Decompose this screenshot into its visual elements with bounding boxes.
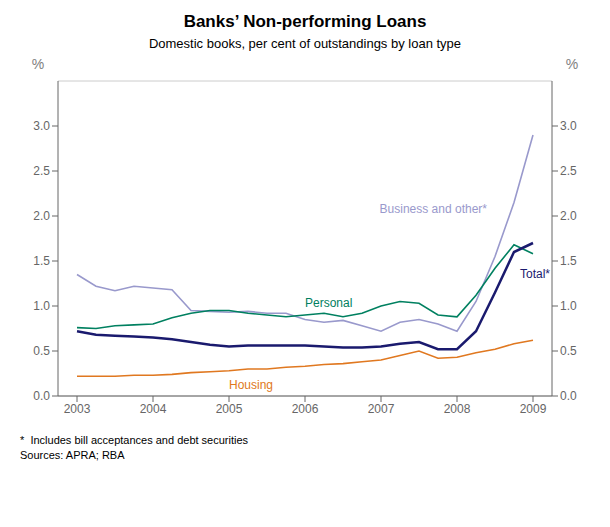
- svg-text:1.0: 1.0: [33, 299, 50, 313]
- svg-text:0.5: 0.5: [33, 344, 50, 358]
- svg-text:0.5: 0.5: [560, 344, 577, 358]
- svg-text:2003: 2003: [64, 402, 91, 416]
- svg-text:2004: 2004: [140, 402, 167, 416]
- svg-text:Housing: Housing: [229, 378, 273, 392]
- svg-text:Business and other*: Business and other*: [380, 202, 488, 216]
- svg-text:2007: 2007: [368, 402, 395, 416]
- svg-text:3.0: 3.0: [560, 119, 577, 133]
- svg-text:2.5: 2.5: [33, 164, 50, 178]
- svg-text:2.0: 2.0: [33, 209, 50, 223]
- svg-text:2008: 2008: [444, 402, 471, 416]
- html-text:Banks’ Non-performing Loans: Banks’ Non-performing Loans: [183, 12, 427, 31]
- html-text:Domestic books, per cent of ou: Domestic books, per cent of outstandings…: [148, 36, 462, 51]
- svg-text:1.5: 1.5: [560, 254, 577, 268]
- svg-text:%: %: [32, 56, 44, 72]
- html-text:Sources: APRA; RBA: Sources: APRA; RBA: [20, 449, 125, 461]
- svg-text:2.0: 2.0: [560, 209, 577, 223]
- html-text:* Includes bill acceptances an: * Includes bill acceptances and debt sec…: [20, 434, 249, 446]
- svg-text:0.0: 0.0: [560, 389, 577, 403]
- svg-text:Personal: Personal: [305, 296, 352, 310]
- svg-text:Total*: Total*: [520, 267, 550, 281]
- svg-text:1.0: 1.0: [560, 299, 577, 313]
- svg-text:0.0: 0.0: [33, 389, 50, 403]
- svg-text:2.5: 2.5: [560, 164, 577, 178]
- svg-text:2009: 2009: [520, 402, 547, 416]
- svg-text:2005: 2005: [216, 402, 243, 416]
- svg-text:1.5: 1.5: [33, 254, 50, 268]
- svg-text:3.0: 3.0: [33, 119, 50, 133]
- svg-text:2006: 2006: [292, 402, 319, 416]
- svg-text:%: %: [566, 56, 578, 72]
